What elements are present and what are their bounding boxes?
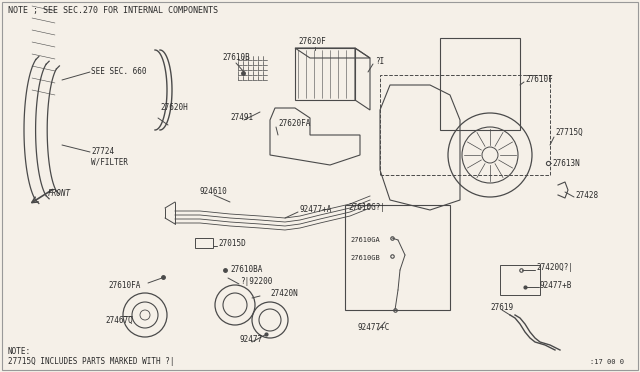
Text: SEE SEC. 660: SEE SEC. 660 — [91, 67, 147, 77]
Text: NOTE:: NOTE: — [8, 347, 31, 356]
Text: 27715Q: 27715Q — [555, 128, 583, 137]
Text: 27613N: 27613N — [552, 158, 580, 167]
Text: 27619: 27619 — [490, 304, 513, 312]
Bar — [345, 205, 450, 310]
Text: 27467Q: 27467Q — [105, 315, 132, 324]
Text: 27724: 27724 — [91, 148, 114, 157]
Text: 27610BA: 27610BA — [230, 266, 262, 275]
Text: 27428: 27428 — [575, 190, 598, 199]
Text: 92477: 92477 — [240, 336, 263, 344]
Text: 27620F: 27620F — [298, 38, 326, 46]
Text: 27715Q INCLUDES PARTS MARKED WITH ?|: 27715Q INCLUDES PARTS MARKED WITH ?| — [8, 357, 175, 366]
Text: 27491: 27491 — [230, 113, 253, 122]
Text: ?I: ?I — [375, 58, 384, 67]
Text: 27015D: 27015D — [218, 240, 246, 248]
Text: 27610GB: 27610GB — [350, 255, 380, 261]
Bar — [440, 38, 520, 130]
Text: 27420Q?|: 27420Q?| — [536, 263, 573, 273]
Text: W/FILTER: W/FILTER — [91, 157, 128, 167]
Text: 92477+C: 92477+C — [358, 324, 390, 333]
Text: 27610GA: 27610GA — [350, 237, 380, 243]
Text: FRONT: FRONT — [48, 189, 71, 199]
Text: :17 00 0: :17 00 0 — [590, 359, 624, 365]
Text: 27610F: 27610F — [525, 76, 553, 84]
Text: 27420N: 27420N — [270, 289, 298, 298]
Bar — [195, 238, 213, 248]
Text: 27610G?|: 27610G?| — [348, 203, 385, 212]
Text: NOTE ; SEE SEC.270 FOR INTERNAL COMPONENTS: NOTE ; SEE SEC.270 FOR INTERNAL COMPONEN… — [8, 6, 218, 15]
Text: ?|92200: ?|92200 — [240, 278, 273, 286]
Text: 924610: 924610 — [200, 187, 228, 196]
Bar — [500, 265, 540, 295]
Text: 27610FA: 27610FA — [108, 280, 140, 289]
Bar — [380, 75, 550, 175]
Text: 27620FA: 27620FA — [278, 119, 310, 128]
Text: 27610B: 27610B — [222, 54, 250, 62]
Text: 92477+B: 92477+B — [540, 280, 572, 289]
Text: 27620H: 27620H — [160, 103, 188, 112]
Text: 92477+A: 92477+A — [300, 205, 332, 215]
